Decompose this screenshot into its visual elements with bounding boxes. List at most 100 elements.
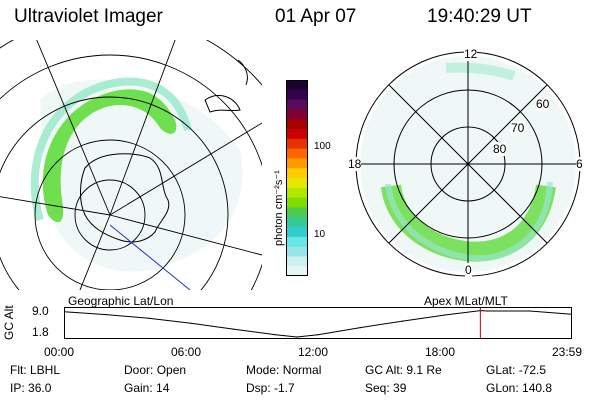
lat-circle [0, 96, 229, 290]
info-label: Flt: [10, 363, 30, 377]
altitude-series-line [64, 310, 572, 338]
info-value: Normal [282, 363, 322, 377]
altitude-point [444, 314, 446, 316]
continent-outline [80, 153, 170, 243]
alt-xtick: 06:00 [171, 345, 202, 359]
info-value: 9.1 Re [406, 363, 442, 377]
info-value: -1.7 [274, 381, 295, 395]
altitude-plot [64, 307, 572, 339]
aurora-band [42, 89, 177, 223]
info-value: Open [156, 363, 187, 377]
altitude-point [275, 334, 277, 336]
info-field: GC Alt: 9.1 Re [365, 363, 442, 377]
date-label: 01 Apr 07 [275, 6, 357, 27]
mlat-label-60: 60 [536, 97, 550, 111]
info-field: GLon: 140.8 [486, 381, 552, 395]
colorbar-swatch [286, 99, 308, 110]
info-value: LBHL [30, 363, 61, 377]
colorbar-swatch [286, 89, 308, 101]
colorbar-swatch [286, 129, 308, 140]
colorbar-tick-10: 10 [314, 229, 326, 240]
meridian [109, 122, 262, 216]
meridian [79, 214, 111, 290]
info-label: Mode: [246, 363, 283, 377]
colorbar-swatch [286, 138, 308, 150]
alt-ytick-low: 1.8 [32, 325, 49, 339]
colorbar-border [286, 80, 308, 276]
info-label: GLon: [486, 381, 523, 395]
info-label: GC Alt: [365, 363, 407, 377]
haze-region [40, 79, 243, 272]
info-label: Door: [124, 363, 157, 377]
aurora-dayside [445, 62, 516, 81]
instrument-title: Ultraviolet Imager [14, 6, 163, 27]
time-label: 19:40:29 UT [427, 6, 532, 27]
info-label: IP: [10, 381, 29, 395]
alt-xtick: 23:59 [552, 345, 583, 359]
altitude-point [402, 320, 404, 322]
lat-circle [0, 54, 262, 290]
info-label: Seq: [365, 381, 394, 395]
colorbar-unit-label: photon cm⁻²s⁻¹ [273, 170, 285, 246]
colorbar-swatch [286, 207, 308, 218]
right-map-caption: Apex MLat/MLT [424, 294, 508, 308]
meridian [109, 214, 262, 256]
colorbar-swatch [286, 266, 308, 276]
colorbar-swatch [286, 256, 308, 267]
mlt-line-diagonal [388, 84, 548, 244]
colorbar-swatch [286, 148, 308, 159]
mlat-label-80: 80 [493, 142, 507, 156]
info-field: Door: Open [124, 363, 186, 377]
colorbar-tick-100: 100 [314, 141, 331, 152]
info-field: GLat: -72.5 [486, 363, 546, 377]
altitude-point [190, 322, 192, 324]
meridian [0, 196, 111, 216]
meridian [109, 40, 176, 216]
info-field: Mode: Normal [246, 363, 321, 377]
altitude-point [317, 334, 319, 336]
altitude-point [529, 310, 531, 312]
info-value: -72.5 [518, 363, 547, 377]
altitude-point [571, 313, 572, 315]
altitude-point [148, 317, 150, 319]
info-field: Flt: LBHL [10, 363, 60, 377]
colorbar-swatch [286, 246, 308, 257]
geographic-map [0, 40, 262, 290]
colorbar-swatch [286, 197, 308, 208]
info-label: Gain: [124, 381, 157, 395]
altitude-point [486, 310, 488, 312]
info-value: 14 [156, 381, 170, 395]
colorbar-swatch [286, 119, 308, 130]
colorbar-swatch [286, 187, 308, 199]
mlt-label-18: 18 [348, 157, 362, 171]
altitude-point [105, 314, 107, 316]
aurora-band-edge [30, 77, 192, 222]
alt-ytick-high: 9.0 [32, 304, 49, 318]
info-field: Gain: 14 [124, 381, 169, 395]
magnetic-polar-map [355, 51, 581, 277]
colorbar-swatch [286, 168, 308, 179]
aurora-oval-edge [385, 181, 553, 262]
mlat-label-70: 70 [511, 121, 525, 135]
plot-frame [64, 307, 572, 339]
colorbar-swatch [286, 217, 308, 228]
aurora-oval [381, 184, 556, 262]
info-label: GLat: [486, 363, 519, 377]
info-value: 39 [393, 381, 407, 395]
info-field: Dsp: -1.7 [246, 381, 295, 395]
colorbar-swatch [286, 178, 308, 189]
info-field: Seq: 39 [365, 381, 406, 395]
alt-xtick: 00:00 [44, 345, 75, 359]
left-map-caption: Geographic Lat/Lon [68, 294, 174, 308]
mlt-label-12: 12 [464, 47, 478, 61]
color-scale-bar [286, 80, 308, 276]
altitude-point [64, 311, 65, 313]
meridian [36, 40, 111, 216]
info-value: 36.0 [28, 381, 52, 395]
altitude-point [296, 336, 298, 338]
altitude-point [359, 327, 361, 329]
mlt-label-0: 0 [465, 263, 472, 277]
info-field: IP: 36.0 [10, 381, 51, 395]
lat-circle [74, 179, 146, 251]
colorbar-swatch [286, 109, 308, 120]
